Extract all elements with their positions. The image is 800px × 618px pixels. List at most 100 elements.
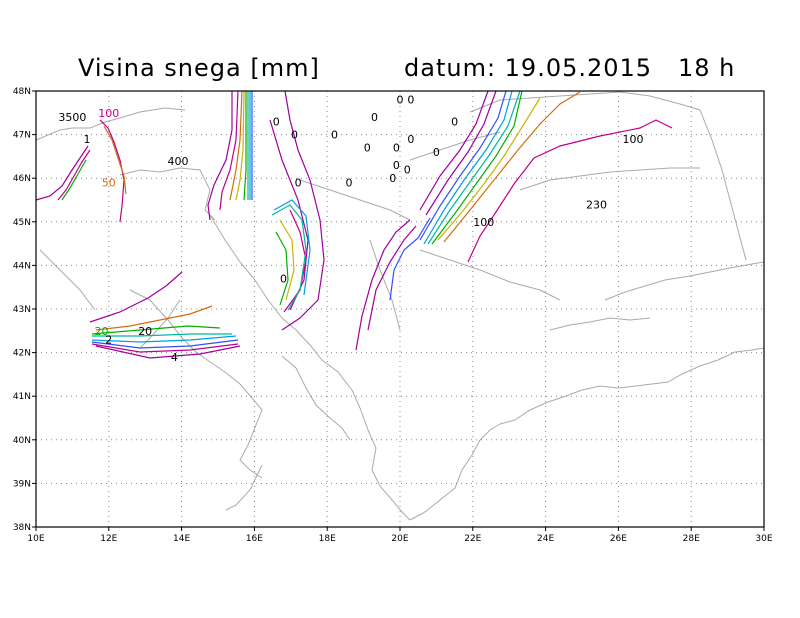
x-tick-label: 24E bbox=[537, 534, 554, 544]
coastline bbox=[519, 167, 700, 191]
x-tick-label: 28E bbox=[683, 534, 700, 544]
map-title: Visina snega [mm] bbox=[78, 54, 320, 82]
x-tick-label: 10E bbox=[27, 534, 44, 544]
contour-line bbox=[431, 90, 523, 245]
contour-label: 0 bbox=[273, 116, 280, 129]
contour-line bbox=[89, 271, 183, 323]
x-tick-label: 18E bbox=[319, 534, 336, 544]
contour-label: 0 bbox=[331, 129, 338, 142]
contour-label: 20 bbox=[95, 325, 109, 338]
x-tick-label: 22E bbox=[464, 534, 481, 544]
contour-label: 50 bbox=[102, 177, 116, 190]
contour-line bbox=[61, 159, 87, 201]
contour-label: 1 bbox=[83, 133, 90, 146]
contour-label: 0 bbox=[404, 163, 411, 176]
contour-line bbox=[279, 219, 295, 301]
contour-label: 4 bbox=[171, 351, 178, 364]
coastline bbox=[225, 464, 263, 511]
contour-line bbox=[91, 325, 221, 335]
contour-label: 0 bbox=[407, 94, 414, 107]
axis-ticks: 10E 12E 14E 16E 18E 20E 22E 24E 26E 28E 30E 48N 47N 4… bbox=[13, 87, 773, 544]
map-date: datum: 19.05.2015 18 h bbox=[404, 54, 736, 82]
contour-line bbox=[437, 97, 541, 241]
coastline bbox=[699, 109, 747, 261]
contour-label: 3500 bbox=[58, 111, 86, 124]
contour-line bbox=[423, 90, 513, 245]
contour-line bbox=[91, 343, 239, 353]
coastline bbox=[604, 261, 765, 301]
contour-line bbox=[273, 199, 311, 296]
contour-label: 100 bbox=[98, 107, 119, 120]
coastline bbox=[549, 317, 651, 331]
x-tick-label: 30E bbox=[755, 534, 772, 544]
y-tick-label: 46N bbox=[13, 174, 31, 184]
contour-label: 0 bbox=[295, 177, 302, 190]
contour-line bbox=[467, 119, 673, 263]
contour-label: 0 bbox=[451, 116, 458, 129]
contour-line bbox=[275, 231, 289, 306]
contour-line bbox=[281, 90, 325, 331]
coastline bbox=[299, 179, 411, 221]
contour-line bbox=[283, 209, 307, 313]
y-tick-label: 40N bbox=[13, 436, 31, 446]
coastline bbox=[409, 131, 501, 161]
contour-label: 400 bbox=[167, 155, 188, 168]
y-tick-label: 47N bbox=[13, 131, 31, 141]
contour-line bbox=[103, 125, 127, 195]
contour-label: 100 bbox=[622, 133, 643, 146]
contour-label: 230 bbox=[586, 198, 607, 211]
contour-label: 0 bbox=[433, 146, 440, 159]
contour-label: 0 bbox=[346, 177, 353, 190]
contour-line bbox=[419, 90, 489, 211]
coastline bbox=[419, 249, 561, 301]
contour-line bbox=[367, 225, 417, 331]
y-tick-label: 45N bbox=[13, 218, 31, 228]
contour-line bbox=[219, 90, 239, 211]
contour-label: 0 bbox=[407, 133, 414, 146]
coastline bbox=[129, 289, 253, 399]
x-tick-label: 14E bbox=[173, 534, 190, 544]
contour-label: 100 bbox=[473, 216, 494, 229]
coastline bbox=[667, 347, 765, 383]
y-tick-label: 42N bbox=[13, 349, 31, 359]
y-tick-label: 38N bbox=[13, 523, 31, 533]
coastline bbox=[35, 107, 186, 141]
coastline bbox=[499, 381, 669, 425]
contour-layer bbox=[35, 90, 673, 359]
contour-label: 2 bbox=[105, 334, 112, 347]
coastline bbox=[209, 214, 353, 391]
x-tick-label: 12E bbox=[100, 534, 117, 544]
grid-layer bbox=[36, 91, 764, 527]
contour-line bbox=[271, 204, 307, 311]
contour-label: 0 bbox=[280, 272, 287, 285]
contour-line bbox=[355, 219, 411, 351]
contour-line bbox=[427, 90, 521, 245]
y-tick-label: 44N bbox=[13, 261, 31, 271]
coastline bbox=[351, 389, 411, 521]
contour-line bbox=[95, 345, 241, 359]
contour-line bbox=[269, 119, 309, 311]
contour-line bbox=[91, 335, 237, 343]
coastline bbox=[39, 249, 96, 311]
contour-label: 20 bbox=[138, 325, 152, 338]
contour-line bbox=[92, 333, 232, 337]
contour-line bbox=[229, 90, 243, 201]
contour-label: 0 bbox=[291, 129, 298, 142]
coastline bbox=[119, 167, 216, 221]
contour-label: 0 bbox=[389, 172, 396, 185]
y-tick-label: 43N bbox=[13, 305, 31, 315]
contour-line bbox=[235, 90, 245, 201]
x-tick-label: 16E bbox=[246, 534, 263, 544]
contour-line bbox=[99, 119, 125, 223]
contour-line bbox=[443, 91, 581, 243]
coastline bbox=[409, 423, 501, 521]
coastline bbox=[369, 239, 401, 331]
contour-line bbox=[91, 339, 239, 349]
y-tick-label: 39N bbox=[13, 479, 31, 489]
coastline bbox=[281, 355, 351, 441]
x-tick-label: 20E bbox=[391, 534, 408, 544]
contour-line bbox=[35, 145, 89, 201]
map-frame bbox=[35, 90, 765, 528]
